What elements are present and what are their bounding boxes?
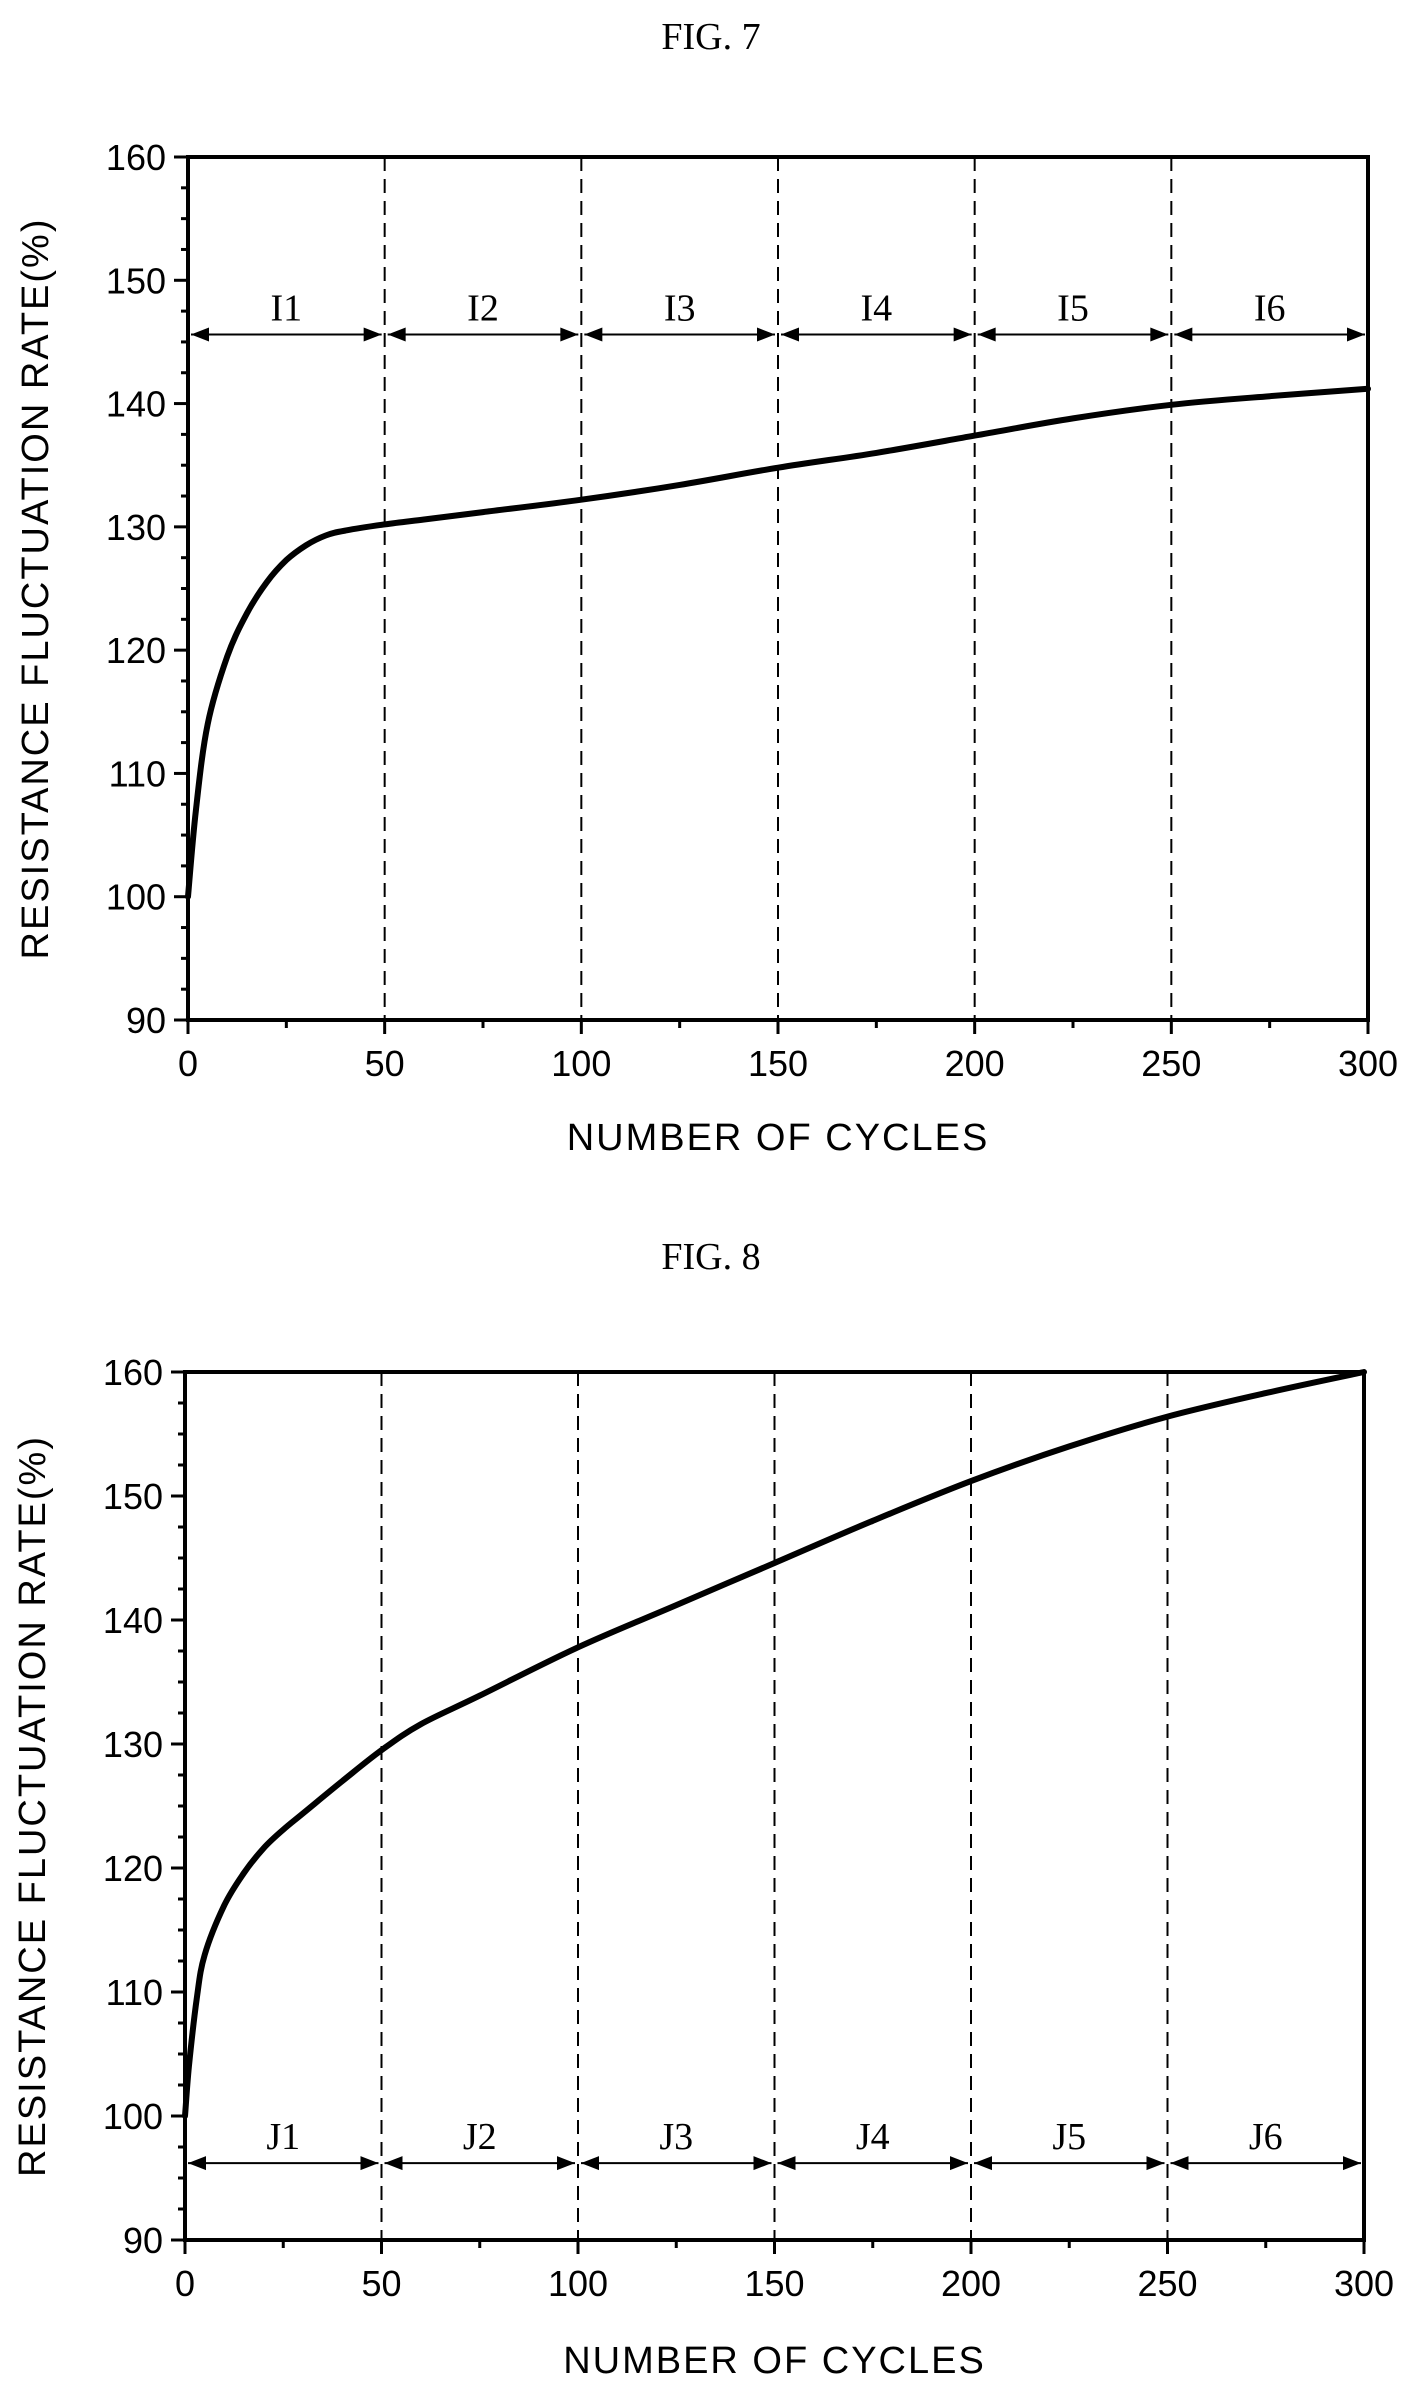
arrowhead-right <box>953 327 972 342</box>
arrowhead-left <box>974 2156 992 2171</box>
x-axis-label: NUMBER OF CYCLES <box>567 1117 990 1159</box>
arrowhead-left <box>781 327 799 342</box>
y-tick-label: 120 <box>103 1848 163 1889</box>
arrowhead-right <box>1347 327 1365 342</box>
x-tick-label: 200 <box>941 2263 1001 2304</box>
arrowhead-right <box>557 2156 575 2171</box>
y-tick-label: 110 <box>106 1972 163 2013</box>
x-tick-label: 250 <box>1141 1043 1201 1084</box>
arrowhead-right <box>1146 2156 1165 2171</box>
x-tick-label: 300 <box>1338 1043 1398 1084</box>
y-axis-label: RESISTANCE FLUCTUATION RATE(%) <box>12 1435 54 2177</box>
y-tick-label: 120 <box>106 630 166 671</box>
fig8-title: FIG. 8 <box>661 1236 761 1278</box>
fig7-title: FIG. 7 <box>661 16 761 58</box>
y-tick-label: 90 <box>126 1000 166 1041</box>
arrowhead-right <box>1343 2156 1361 2171</box>
y-axis-label: RESISTANCE FLUCTUATION RATE(%) <box>15 218 57 960</box>
interval-label-j1: J1 <box>266 2116 300 2158</box>
x-tick-label: 200 <box>945 1043 1005 1084</box>
x-tick-label: 150 <box>748 1043 808 1084</box>
interval-label-i1: I1 <box>271 288 303 330</box>
series-line-1 <box>185 385 1371 900</box>
interval-label-i6: I6 <box>1254 288 1286 330</box>
x-tick-label: 0 <box>175 2263 195 2304</box>
x-axis-label: NUMBER OF CYCLES <box>563 2340 986 2382</box>
x-tick-label: 100 <box>548 2263 608 2304</box>
arrowhead-left <box>584 327 603 342</box>
x-tick-label: 100 <box>551 1043 611 1084</box>
arrowhead-right <box>1150 327 1169 342</box>
arrowhead-right <box>950 2156 968 2171</box>
interval-label-i2: I2 <box>467 288 499 330</box>
arrowhead-left <box>777 2156 796 2171</box>
arrowhead-left <box>188 2156 206 2171</box>
arrowhead-left <box>191 327 209 342</box>
arrowhead-right <box>360 2156 379 2171</box>
interval-label-i3: I3 <box>664 288 696 330</box>
y-tick-label: 160 <box>106 137 166 178</box>
series-line-1 <box>182 1369 1367 2119</box>
arrowhead-left <box>384 2156 403 2171</box>
x-tick-label: 150 <box>744 2263 804 2304</box>
y-tick-label: 100 <box>106 877 166 918</box>
y-tick-label: 110 <box>109 753 166 794</box>
interval-label-i4: I4 <box>861 288 893 330</box>
y-tick-label: 150 <box>106 260 166 301</box>
x-tick-label: 50 <box>361 2263 401 2304</box>
arrowhead-left <box>977 327 996 342</box>
y-tick-label: 150 <box>103 1476 163 1517</box>
arrowhead-right <box>363 327 382 342</box>
y-tick-label: 130 <box>103 1724 163 1765</box>
interval-label-j5: J5 <box>1052 2116 1086 2158</box>
x-tick-label: 50 <box>365 1043 405 1084</box>
x-tick-label: 0 <box>178 1043 198 1084</box>
chart-2: 90 100 110 120 130 140 150 160 0 50 100 150 200 250 30… <box>12 1352 1394 2382</box>
y-tick-label: 140 <box>103 1600 163 1641</box>
interval-label-j4: J4 <box>856 2116 890 2158</box>
y-tick-label: 130 <box>106 507 166 548</box>
x-tick-label: 300 <box>1334 2263 1394 2304</box>
y-tick-label: 140 <box>106 384 166 425</box>
arrowhead-left <box>581 2156 599 2171</box>
arrowhead-left <box>1170 2156 1189 2171</box>
arrowhead-right <box>753 2156 772 2171</box>
interval-label-j3: J3 <box>659 2116 693 2158</box>
interval-label-j6: J6 <box>1249 2116 1283 2158</box>
interval-label-j2: J2 <box>463 2116 497 2158</box>
arrowhead-left <box>1174 327 1193 342</box>
x-tick-label: 250 <box>1137 2263 1197 2304</box>
chart-1: 90 100 110 120 130 140 150 160 0 50 100 150 200 250 30… <box>15 137 1398 1159</box>
arrowhead-right <box>560 327 579 342</box>
y-tick-label: 160 <box>103 1352 163 1393</box>
arrowhead-left <box>387 327 406 342</box>
interval-label-i5: I5 <box>1057 288 1089 330</box>
y-tick-label: 90 <box>123 2220 163 2261</box>
arrowhead-right <box>757 327 775 342</box>
y-tick-label: 100 <box>103 2096 163 2137</box>
